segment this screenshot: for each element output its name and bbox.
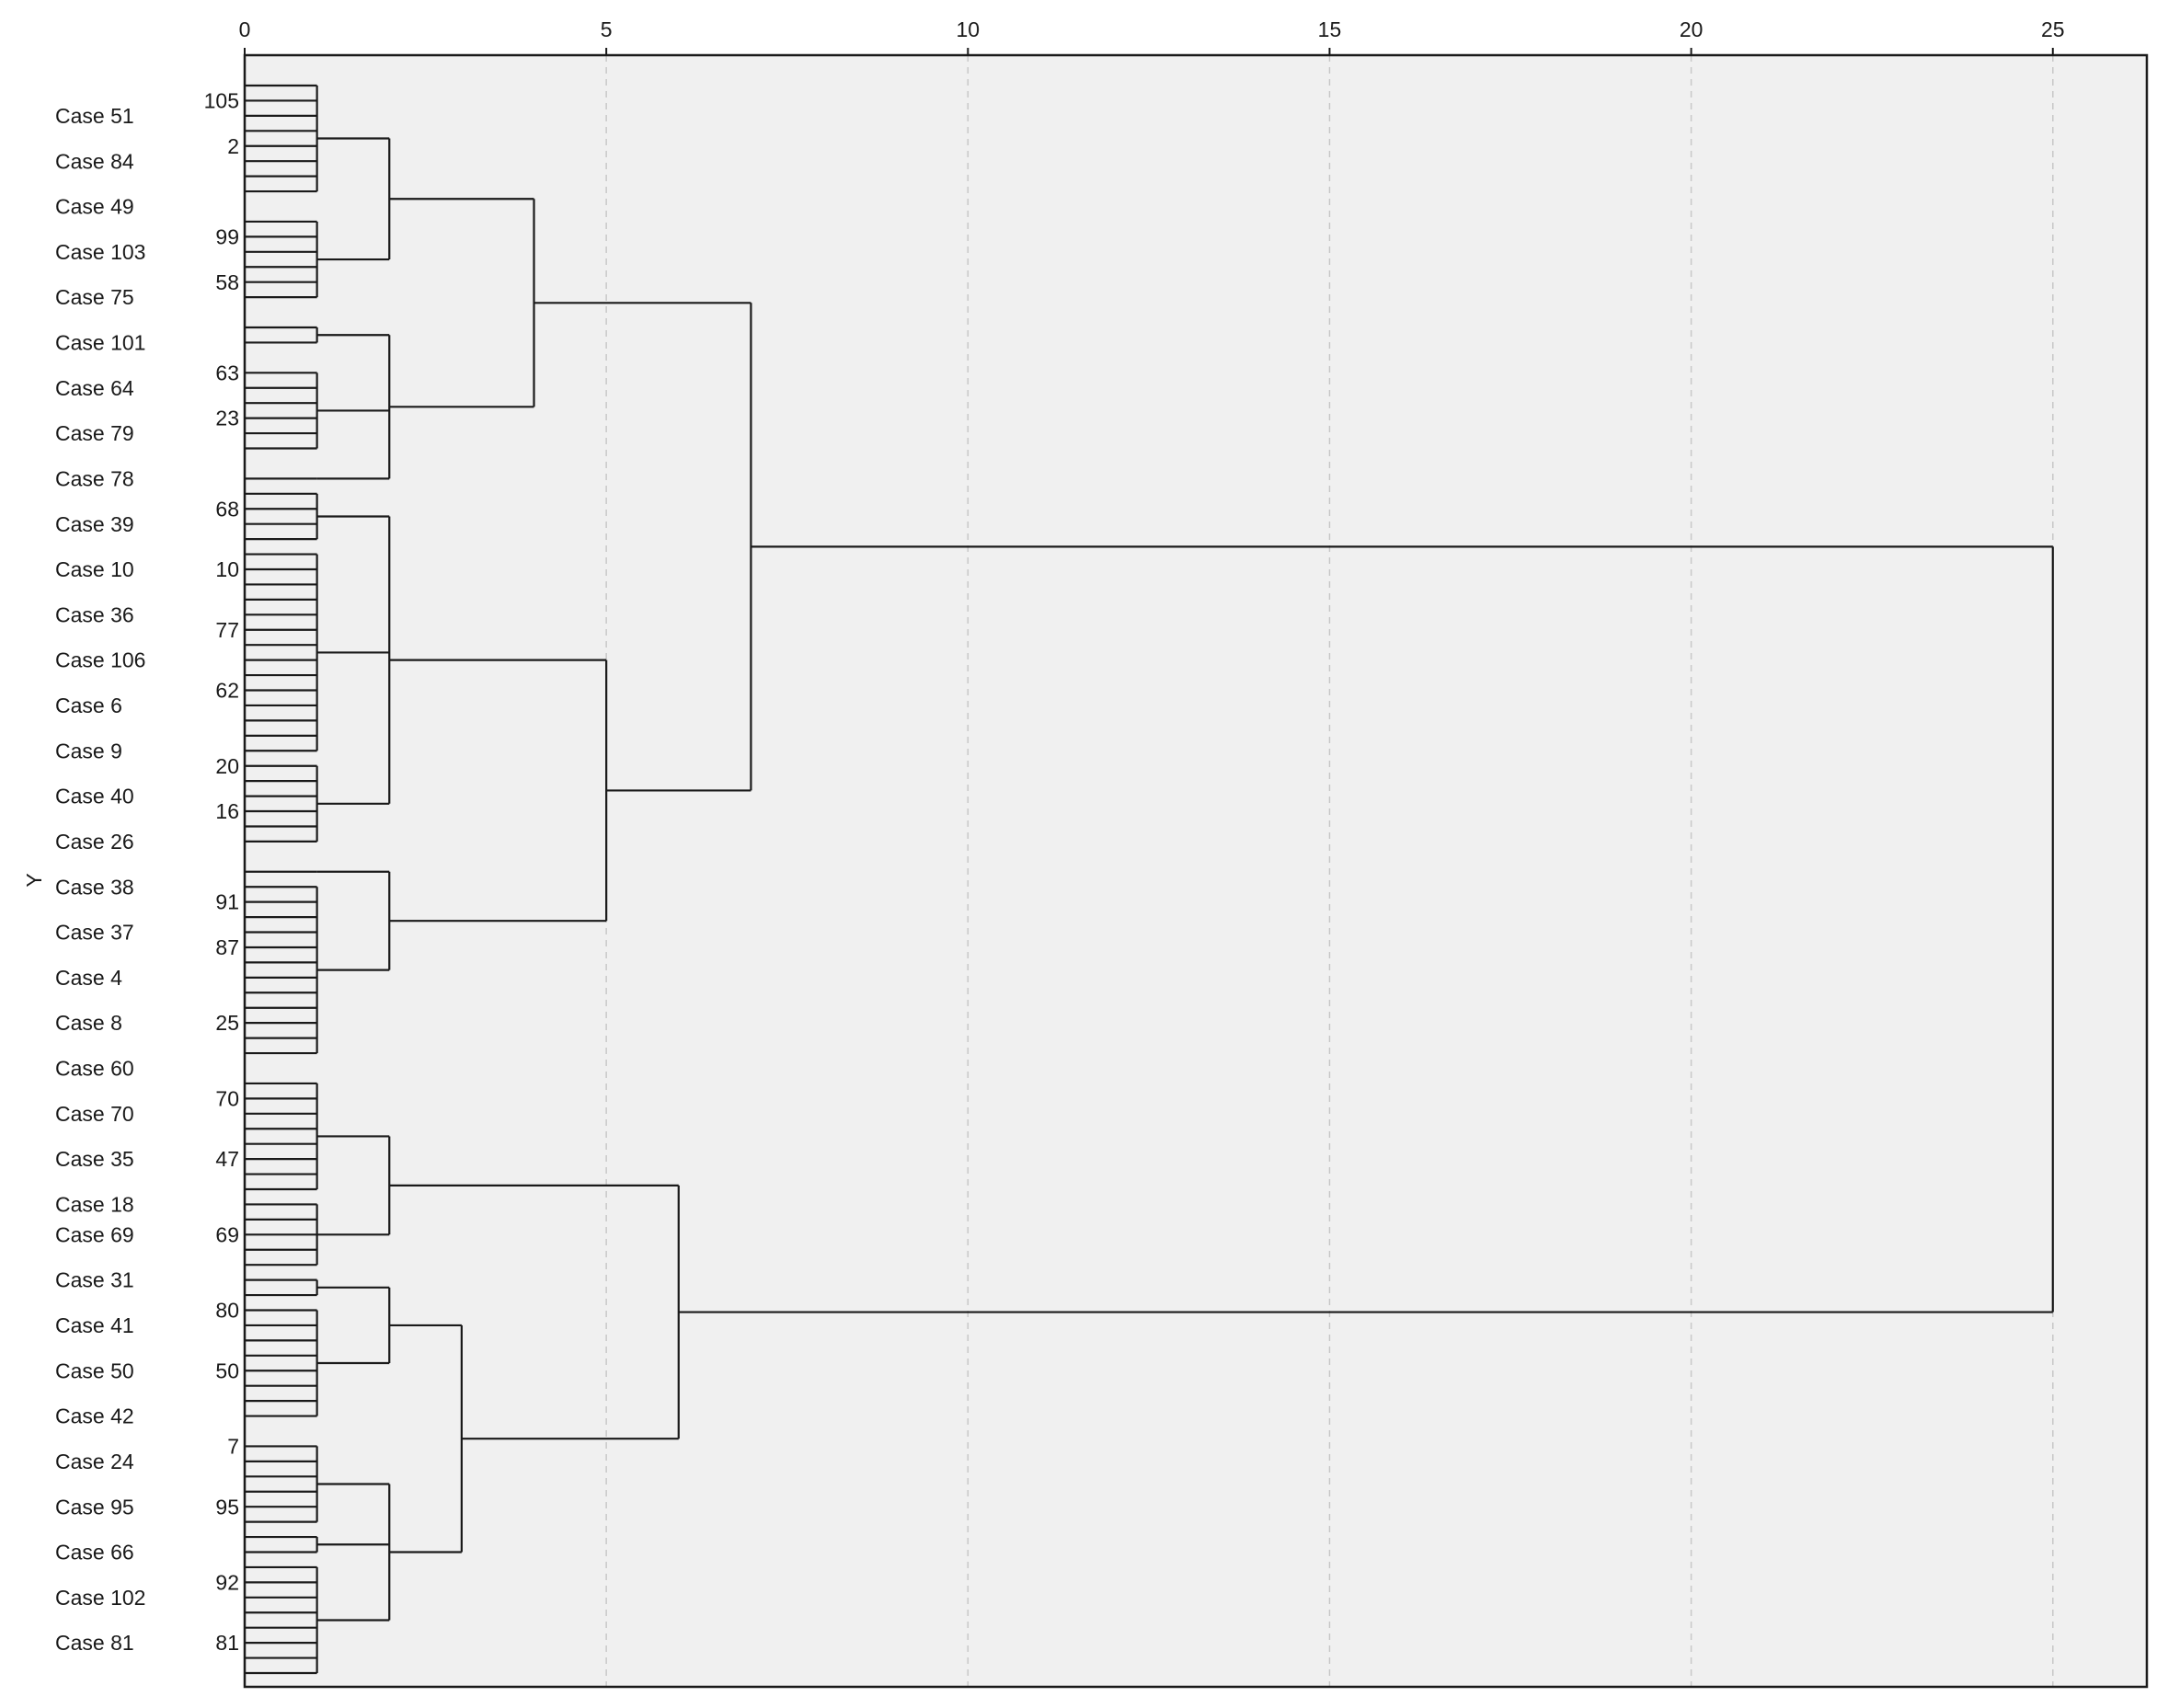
x-tick-label: 15 — [1318, 17, 1342, 41]
case-label: Case 38 — [55, 875, 134, 899]
leaf-number: 70 — [215, 1086, 239, 1110]
leaf-number: 87 — [215, 935, 239, 959]
leaf-number: 92 — [215, 1570, 239, 1594]
leaf-number: 105 — [204, 89, 239, 113]
leaf-number: 91 — [215, 890, 239, 914]
x-tick-label: 5 — [601, 17, 613, 41]
case-label: Case 6 — [55, 694, 122, 717]
case-label: Case 50 — [55, 1358, 134, 1382]
y-axis-label: Y — [22, 873, 46, 887]
case-label: Case 84 — [55, 149, 134, 173]
leaf-number: 10 — [215, 557, 239, 581]
plot-area — [245, 55, 2147, 1687]
leaf-number: 50 — [215, 1358, 239, 1382]
case-label: Case 39 — [55, 512, 134, 536]
leaf-number: 68 — [215, 497, 239, 521]
leaf-number: 62 — [215, 679, 239, 703]
case-label: Case 10 — [55, 557, 134, 581]
case-label: Case 9 — [55, 739, 122, 762]
leaf-number: 58 — [215, 270, 239, 294]
leaf-number: 7 — [227, 1435, 239, 1459]
case-label: Case 75 — [55, 285, 134, 309]
case-label: Case 64 — [55, 376, 134, 400]
case-label: Case 49 — [55, 195, 134, 219]
case-label: Case 95 — [55, 1495, 134, 1519]
case-label: Case 70 — [55, 1102, 134, 1126]
case-label: Case 102 — [55, 1586, 145, 1610]
case-label: Case 60 — [55, 1057, 134, 1081]
case-label: Case 69 — [55, 1222, 134, 1246]
x-tick-label: 10 — [957, 17, 981, 41]
leaf-number: 95 — [215, 1495, 239, 1519]
case-label: Case 101 — [55, 331, 145, 355]
x-tick-label: 0 — [239, 17, 251, 41]
case-label: Case 66 — [55, 1541, 134, 1565]
case-label: Case 40 — [55, 785, 134, 808]
leaf-number: 80 — [215, 1299, 239, 1323]
case-label: Case 81 — [55, 1631, 134, 1655]
x-tick-label: 25 — [2041, 17, 2065, 41]
case-label: Case 41 — [55, 1313, 134, 1337]
leaf-number: 25 — [215, 1011, 239, 1035]
leaf-number: 20 — [215, 754, 239, 778]
case-label: Case 79 — [55, 421, 134, 445]
leaf-number: 99 — [215, 224, 239, 248]
case-label: Case 51 — [55, 104, 134, 128]
case-label: Case 78 — [55, 466, 134, 490]
leaf-number: 23 — [215, 407, 239, 430]
case-label: Case 24 — [55, 1450, 134, 1473]
case-label: Case 18 — [55, 1192, 134, 1216]
case-label: Case 31 — [55, 1268, 134, 1292]
leaf-number: 47 — [215, 1147, 239, 1171]
case-label: Case 26 — [55, 830, 134, 854]
case-label: Case 37 — [55, 921, 134, 945]
leaf-number: 77 — [215, 618, 239, 642]
x-tick-label: 20 — [1680, 17, 1703, 41]
case-label: Case 42 — [55, 1404, 134, 1428]
case-label: Case 106 — [55, 648, 145, 672]
case-label: Case 35 — [55, 1147, 134, 1171]
leaf-number: 63 — [215, 361, 239, 384]
leaf-number: 2 — [227, 134, 239, 158]
case-label: Case 103 — [55, 240, 145, 264]
case-label: Case 8 — [55, 1011, 122, 1035]
leaf-number: 81 — [215, 1631, 239, 1655]
leaf-number: 16 — [215, 799, 239, 823]
case-label: Case 4 — [55, 966, 122, 990]
leaf-number: 69 — [215, 1222, 239, 1246]
case-label: Case 36 — [55, 602, 134, 626]
